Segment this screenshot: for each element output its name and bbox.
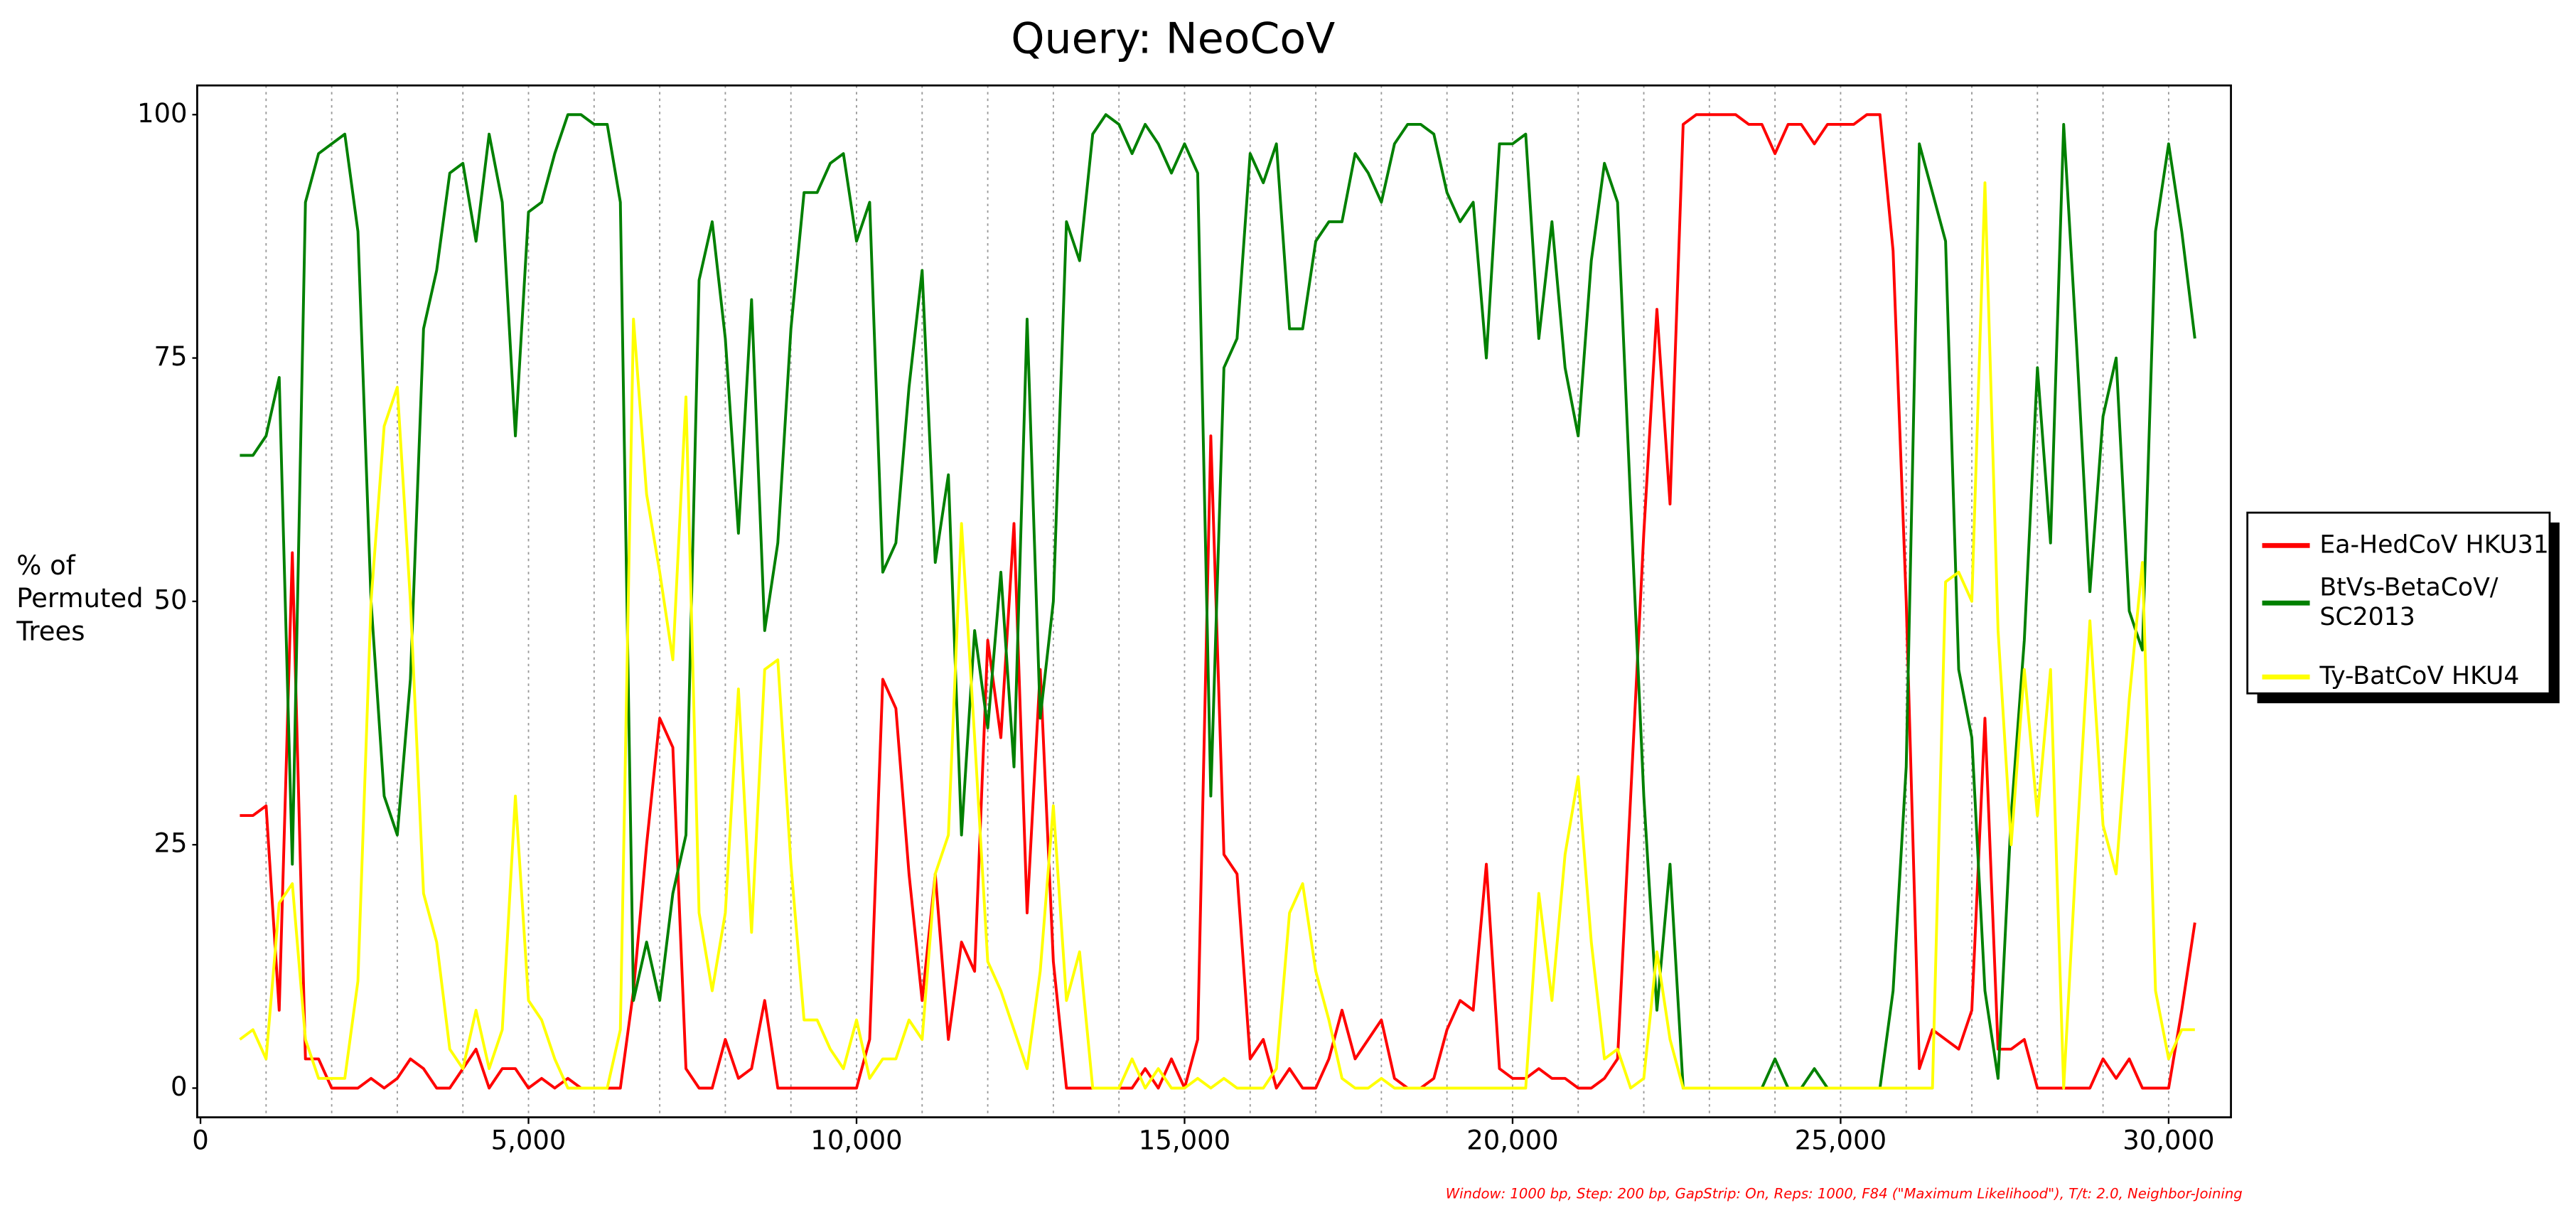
series-line (239, 181, 2195, 1090)
y-tick-label: 50 (154, 584, 188, 615)
y-axis-label: Permuted (16, 583, 143, 614)
legend-label: BtVs-BetaCoV/SC2013 (2319, 573, 2498, 631)
series-line (240, 113, 2196, 1090)
plot-frame (196, 84, 2232, 1118)
legend-label: Ea-HedCoV HKU31 (2319, 530, 2548, 559)
y-axis-label: Trees (16, 616, 85, 646)
x-tick-label: 0 (192, 1125, 209, 1156)
x-tick-label: 10,000 (810, 1125, 902, 1156)
y-tick-label: 75 (154, 341, 188, 372)
y-axis-label: % of (16, 550, 75, 581)
footnote: Window: 1000 bp, Step: 200 bp, GapStrip:… (1446, 1186, 2243, 1202)
chart-title: Query: NeoCoV (1011, 14, 1335, 63)
legend-label: Ty-BatCoV HKU4 (2319, 662, 2519, 690)
x-tick-label: 25,000 (1795, 1125, 1887, 1156)
x-tick-label: 20,000 (1466, 1125, 1558, 1156)
x-tick-label: 30,000 (2122, 1125, 2214, 1156)
x-tick-label: 5,000 (491, 1125, 567, 1156)
y-tick-label: 25 (154, 828, 188, 859)
x-tick-label: 15,000 (1139, 1125, 1230, 1156)
y-tick-label: 0 (171, 1071, 188, 1102)
y-tick-label: 100 (137, 98, 188, 129)
